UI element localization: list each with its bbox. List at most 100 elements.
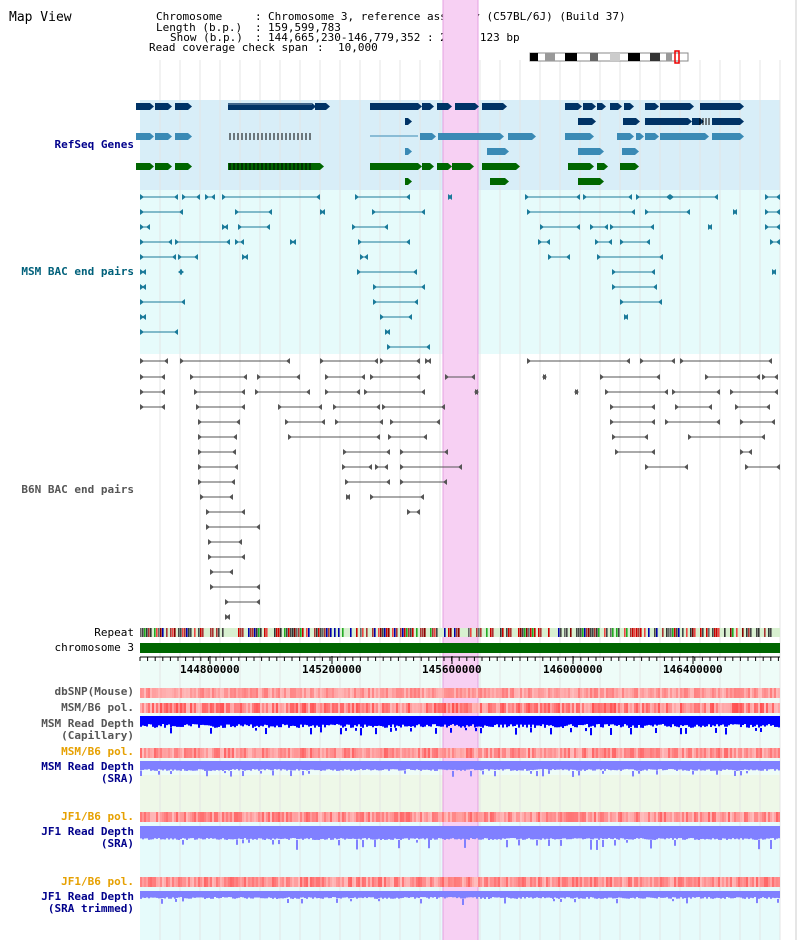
msm-pol2-heat xyxy=(676,748,678,758)
msm-depth-capillary-bar xyxy=(202,716,204,725)
jf1-pol-heat xyxy=(672,812,674,822)
repeat-mark xyxy=(322,628,324,637)
jf1-depth-sra-bar xyxy=(760,826,762,839)
jf1-pol2-heat xyxy=(294,877,296,887)
msm-depth-sra-bar xyxy=(292,761,294,771)
repeat-mark xyxy=(202,628,204,637)
bac-end-marker xyxy=(628,194,632,200)
jf1-pol2-heat xyxy=(612,877,614,887)
jf1-pol-heat xyxy=(298,812,300,822)
msm-depth-sra-spike xyxy=(536,771,538,777)
gene-exon xyxy=(565,133,590,140)
jf1-depth-trim-bar xyxy=(508,891,510,898)
msm-depth-capillary-bar xyxy=(616,716,618,726)
jf1-pol-heat xyxy=(638,812,640,822)
msm-depth-sra-bar xyxy=(638,761,640,771)
jf1-pol2-heat xyxy=(528,877,530,887)
msm-pol2-heat xyxy=(622,748,624,758)
dbsnp-heat xyxy=(232,688,234,698)
jf1-depth-sra-bar xyxy=(594,826,596,839)
bac-end-marker xyxy=(458,464,462,470)
msm-depth-capillary-bar xyxy=(436,716,438,727)
gene-arrow xyxy=(320,163,324,170)
msm-depth-capillary-bar xyxy=(158,716,160,726)
msm-depth-capillary-bar xyxy=(218,716,220,727)
bac-end-marker xyxy=(205,194,209,200)
gene-arrow xyxy=(590,133,594,140)
dbsnp-heat xyxy=(678,688,680,698)
jf1-depth-sra-bar xyxy=(422,826,424,839)
jf1-depth-trim-bar xyxy=(482,891,484,898)
jf1-depth-trim-bar xyxy=(366,891,368,899)
repeat-mark xyxy=(166,628,168,637)
jf1-depth-trim-bar xyxy=(480,891,482,899)
track-label-b6n-bac[interactable]: B6N BAC end pairs xyxy=(21,483,134,496)
jf1-pol2-heat xyxy=(166,877,168,887)
msm-pol-heat xyxy=(198,703,200,713)
msm-pol-heat xyxy=(388,703,390,713)
jf1-depth-trim-bar xyxy=(190,891,192,899)
jf1-pol-heat xyxy=(422,812,424,822)
dbsnp-heat xyxy=(376,688,378,698)
bac-end-marker xyxy=(266,224,270,230)
dbsnp-heat xyxy=(304,688,306,698)
msm-pol-heat xyxy=(406,703,408,713)
msm-pol2-heat xyxy=(448,748,450,758)
jf1-pol2-heat xyxy=(214,877,216,887)
bac-end-marker xyxy=(413,269,417,275)
jf1-depth-trim-bar xyxy=(274,891,276,898)
jf1-depth-trim-bar xyxy=(340,891,342,899)
jf1-pol-heat xyxy=(190,812,192,822)
msm-depth-sra-bar xyxy=(396,761,398,770)
msm-depth-capillary-bar xyxy=(214,716,216,728)
jf1-pol2-heat xyxy=(620,877,622,887)
bac-end-marker xyxy=(597,254,601,260)
dbsnp-heat xyxy=(684,688,686,698)
msm-depth-capillary-bar xyxy=(730,716,732,725)
jf1-pol-heat xyxy=(584,812,586,822)
dbsnp-heat xyxy=(646,688,648,698)
jf1-pol-heat xyxy=(656,812,658,822)
msm-pol-heat xyxy=(492,703,494,713)
jf1-pol-heat xyxy=(506,812,508,822)
msm-pol-heat xyxy=(646,703,648,713)
jf1-depth-trim-bar xyxy=(662,891,664,898)
jf1-depth-trim-bar xyxy=(748,891,750,899)
dbsnp-heat xyxy=(166,688,168,698)
repeat-mark xyxy=(632,628,634,637)
jf1-depth-trim-bar xyxy=(518,891,520,898)
jf1-depth-trim-bar xyxy=(412,891,414,898)
msm-pol-heat xyxy=(228,703,230,713)
msm-depth-sra-bar xyxy=(738,761,740,771)
msm-pol2-heat xyxy=(156,748,158,758)
msm-depth-sra-bar xyxy=(354,761,356,771)
jf1-depth-sra-bar xyxy=(448,826,450,840)
repeat-mark xyxy=(382,628,384,637)
dbsnp-heat xyxy=(658,688,660,698)
dbsnp-heat xyxy=(302,688,304,698)
jf1-depth-sra-bar xyxy=(758,826,760,840)
msm-pol-heat xyxy=(376,703,378,713)
msm-pol2-heat xyxy=(260,748,262,758)
dbsnp-heat xyxy=(612,688,614,698)
jf1-pol-heat xyxy=(494,812,496,822)
repeat-mark xyxy=(386,628,388,637)
track-label-msm-bac[interactable]: MSM BAC end pairs xyxy=(21,265,134,278)
msm-pol2-heat xyxy=(656,748,658,758)
jf1-depth-sra-bar xyxy=(696,826,698,840)
bac-end-marker xyxy=(610,404,614,410)
jf1-depth-sra-bar xyxy=(314,826,316,840)
jf1-pol2-heat xyxy=(164,877,166,887)
msm-pol-heat xyxy=(186,703,188,713)
msm-depth-capillary-bar xyxy=(708,716,710,725)
track-label-refseq[interactable]: RefSeq Genes xyxy=(54,138,134,151)
msm-pol2-heat xyxy=(312,748,314,758)
gene-exon xyxy=(405,148,408,155)
msm-pol-heat xyxy=(380,703,382,713)
dbsnp-heat xyxy=(746,688,748,698)
jf1-pol-heat xyxy=(600,812,602,822)
jf1-depth-sra-spike xyxy=(362,840,364,848)
msm-pol-heat xyxy=(410,703,412,713)
dbsnp-heat xyxy=(370,688,372,698)
